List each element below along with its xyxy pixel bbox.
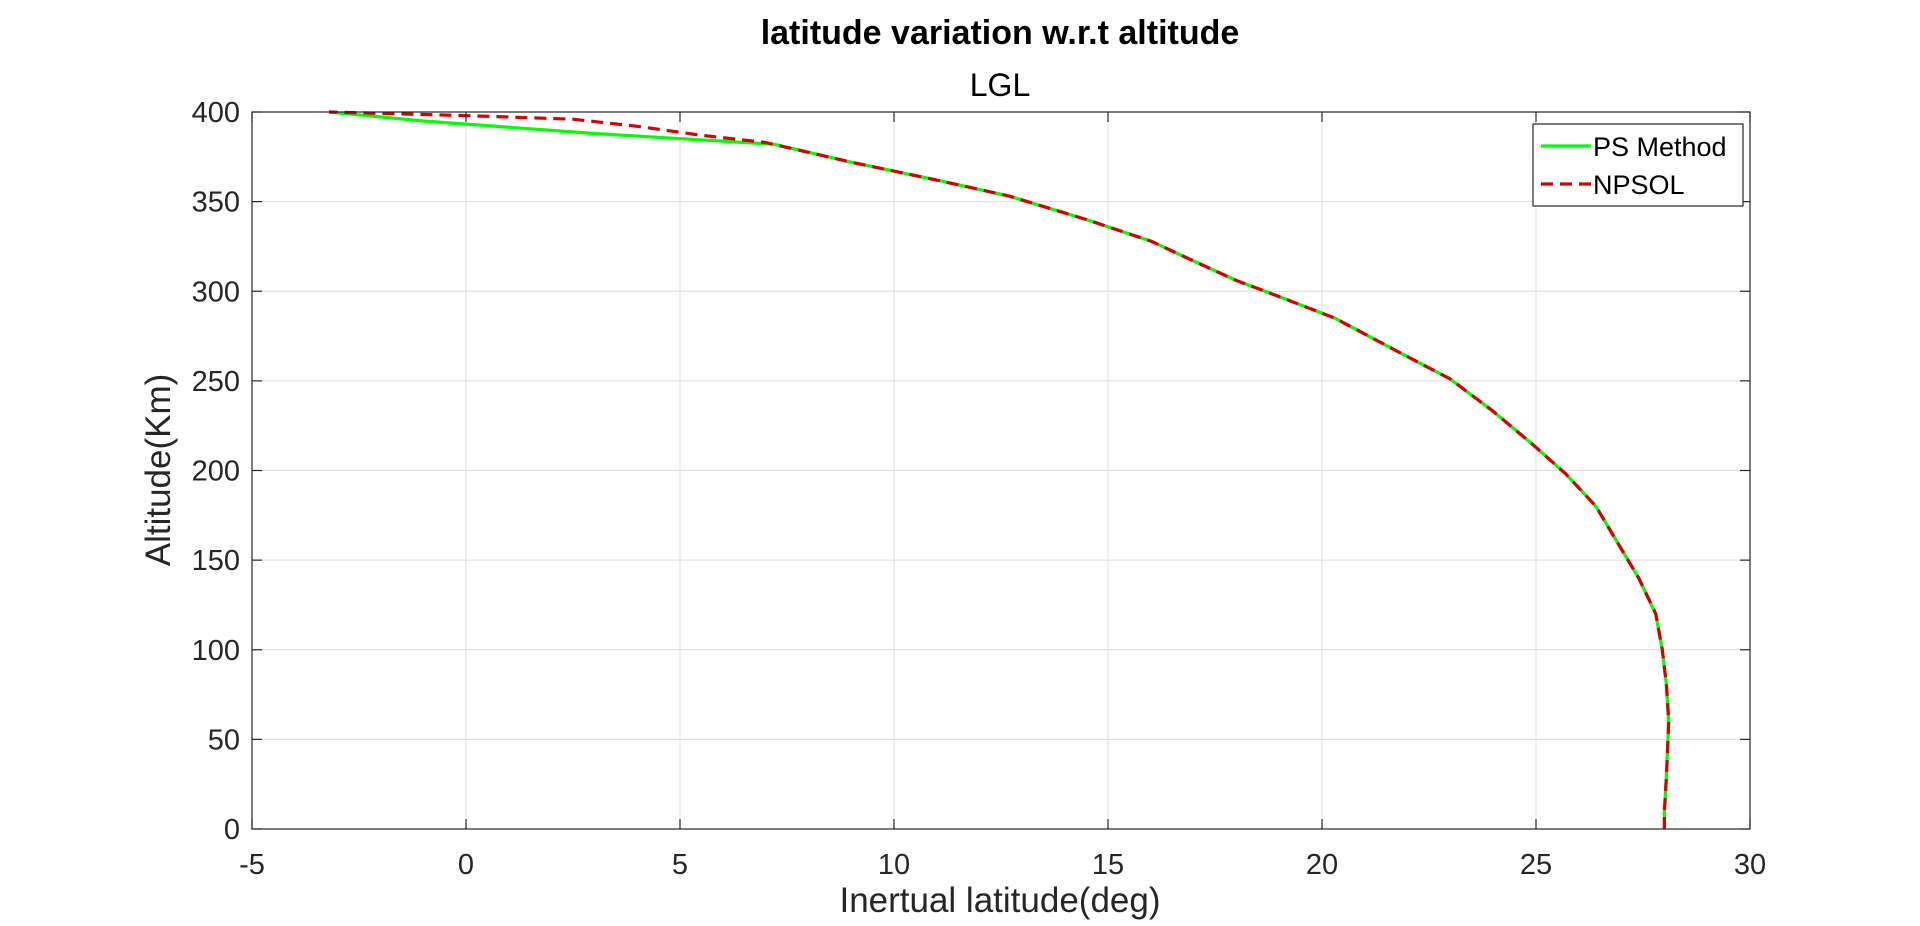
- y-tick-label: 250: [192, 366, 240, 398]
- plot-lines: [328, 110, 1671, 829]
- legend-box: [1532, 123, 1744, 207]
- chart-title: latitude variation w.r.t altitude: [761, 14, 1240, 52]
- y-tick-label: 400: [192, 97, 240, 129]
- x-tick-label: 15: [1092, 849, 1124, 881]
- y-tick-label: 200: [192, 456, 240, 488]
- legend: PS Method NPSOL: [1532, 123, 1744, 207]
- grid-lines: [251, 111, 1751, 830]
- x-tick-label: 30: [1734, 849, 1766, 881]
- series-line-npsol: [328, 110, 1671, 829]
- x-tick-label: 25: [1520, 849, 1552, 881]
- x-tick-label: -5: [239, 849, 265, 881]
- y-tick-label: 100: [192, 635, 240, 667]
- y-axis-label: Altitude(Km): [139, 374, 178, 567]
- y-tick-label: 300: [192, 276, 240, 308]
- axis-ticks: [251, 111, 1751, 830]
- y-tick-label: 150: [192, 545, 240, 577]
- y-tick-label: 0: [224, 814, 240, 846]
- x-tick-label: 5: [672, 849, 688, 881]
- y-tick-label: 50: [208, 724, 240, 756]
- chart-subtitle: LGL: [970, 67, 1030, 103]
- legend-label: NPSOL: [1593, 170, 1685, 200]
- x-tick-label: 10: [878, 849, 910, 881]
- x-axis-label: Inertual latitude(deg): [839, 881, 1160, 920]
- y-tick-label: 350: [192, 187, 240, 219]
- x-tick-label: 20: [1306, 849, 1338, 881]
- x-tick-label: 0: [458, 849, 474, 881]
- legend-label: PS Method: [1593, 132, 1727, 162]
